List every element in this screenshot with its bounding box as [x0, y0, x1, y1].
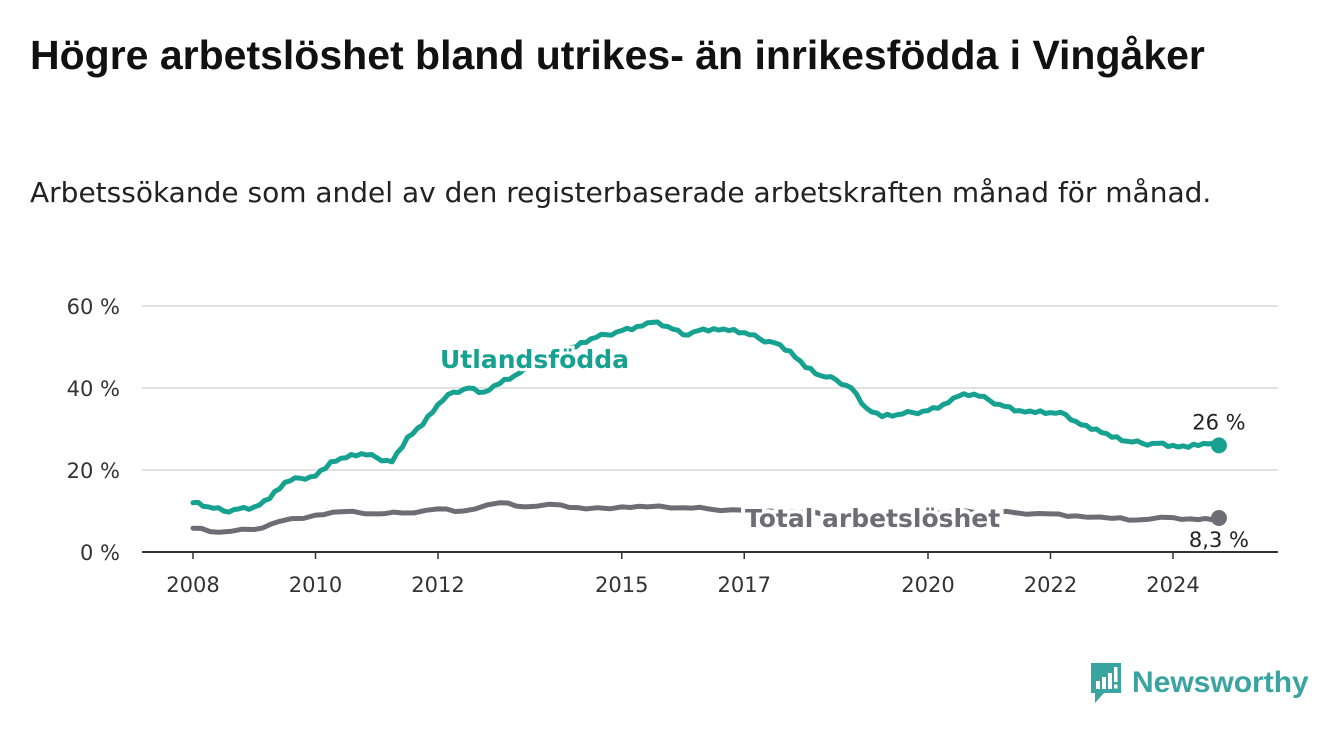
x-tick-label: 2008	[166, 573, 219, 597]
x-tick-label: 2022	[1024, 573, 1077, 597]
x-tick-label: 2012	[411, 573, 464, 597]
total-series-line	[190, 500, 1222, 535]
x-tick-label: 2015	[595, 573, 648, 597]
gridlines	[142, 305, 1278, 553]
x-tick-label: 2010	[289, 573, 342, 597]
y-tick-label: 40 %	[67, 377, 120, 401]
y-axis-ticks: 0 % 20 % 40 % 60 %	[67, 295, 120, 565]
x-axis-ticks: 2008 2010 2012 2015 2017 2020 2022 2024	[166, 552, 1200, 597]
x-tick-label: 2024	[1146, 573, 1199, 597]
x-tick-label: 2020	[901, 573, 954, 597]
x-tick-label: 2017	[718, 573, 771, 597]
foreign-born-end-label: 26 %	[1192, 410, 1245, 434]
chart-subtitle: Arbetssökande som andel av den registerb…	[30, 176, 1212, 209]
y-tick-label: 60 %	[67, 295, 120, 319]
total-end-label: 8,3 %	[1189, 528, 1249, 552]
bar-chart-logo-icon	[1091, 663, 1121, 703]
newsworthy-logo: Newsworthy	[1088, 660, 1309, 706]
series-labels: 26 % 8,3 % Utlandsfödda Total arbetslöshet	[437, 342, 1249, 552]
foreign-born-series-label: Utlandsfödda	[440, 345, 629, 374]
y-tick-label: 20 %	[67, 459, 120, 483]
total-end-point	[1210, 509, 1227, 526]
series-lines	[190, 319, 1227, 535]
total-series-label: Total arbetslöshet	[745, 504, 1000, 533]
brand-name: Newsworthy	[1132, 666, 1309, 699]
foreign-born-end-point	[1210, 437, 1227, 454]
foreign-born-series-line	[190, 319, 1222, 515]
line-chart: 0 % 20 % 40 % 60 % 2008 2010 2012 2015 2017 2020…	[67, 295, 1278, 597]
y-tick-label: 0 %	[80, 541, 120, 565]
chart-title: Högre arbetslöshet bland utrikes- än inr…	[30, 32, 1205, 78]
